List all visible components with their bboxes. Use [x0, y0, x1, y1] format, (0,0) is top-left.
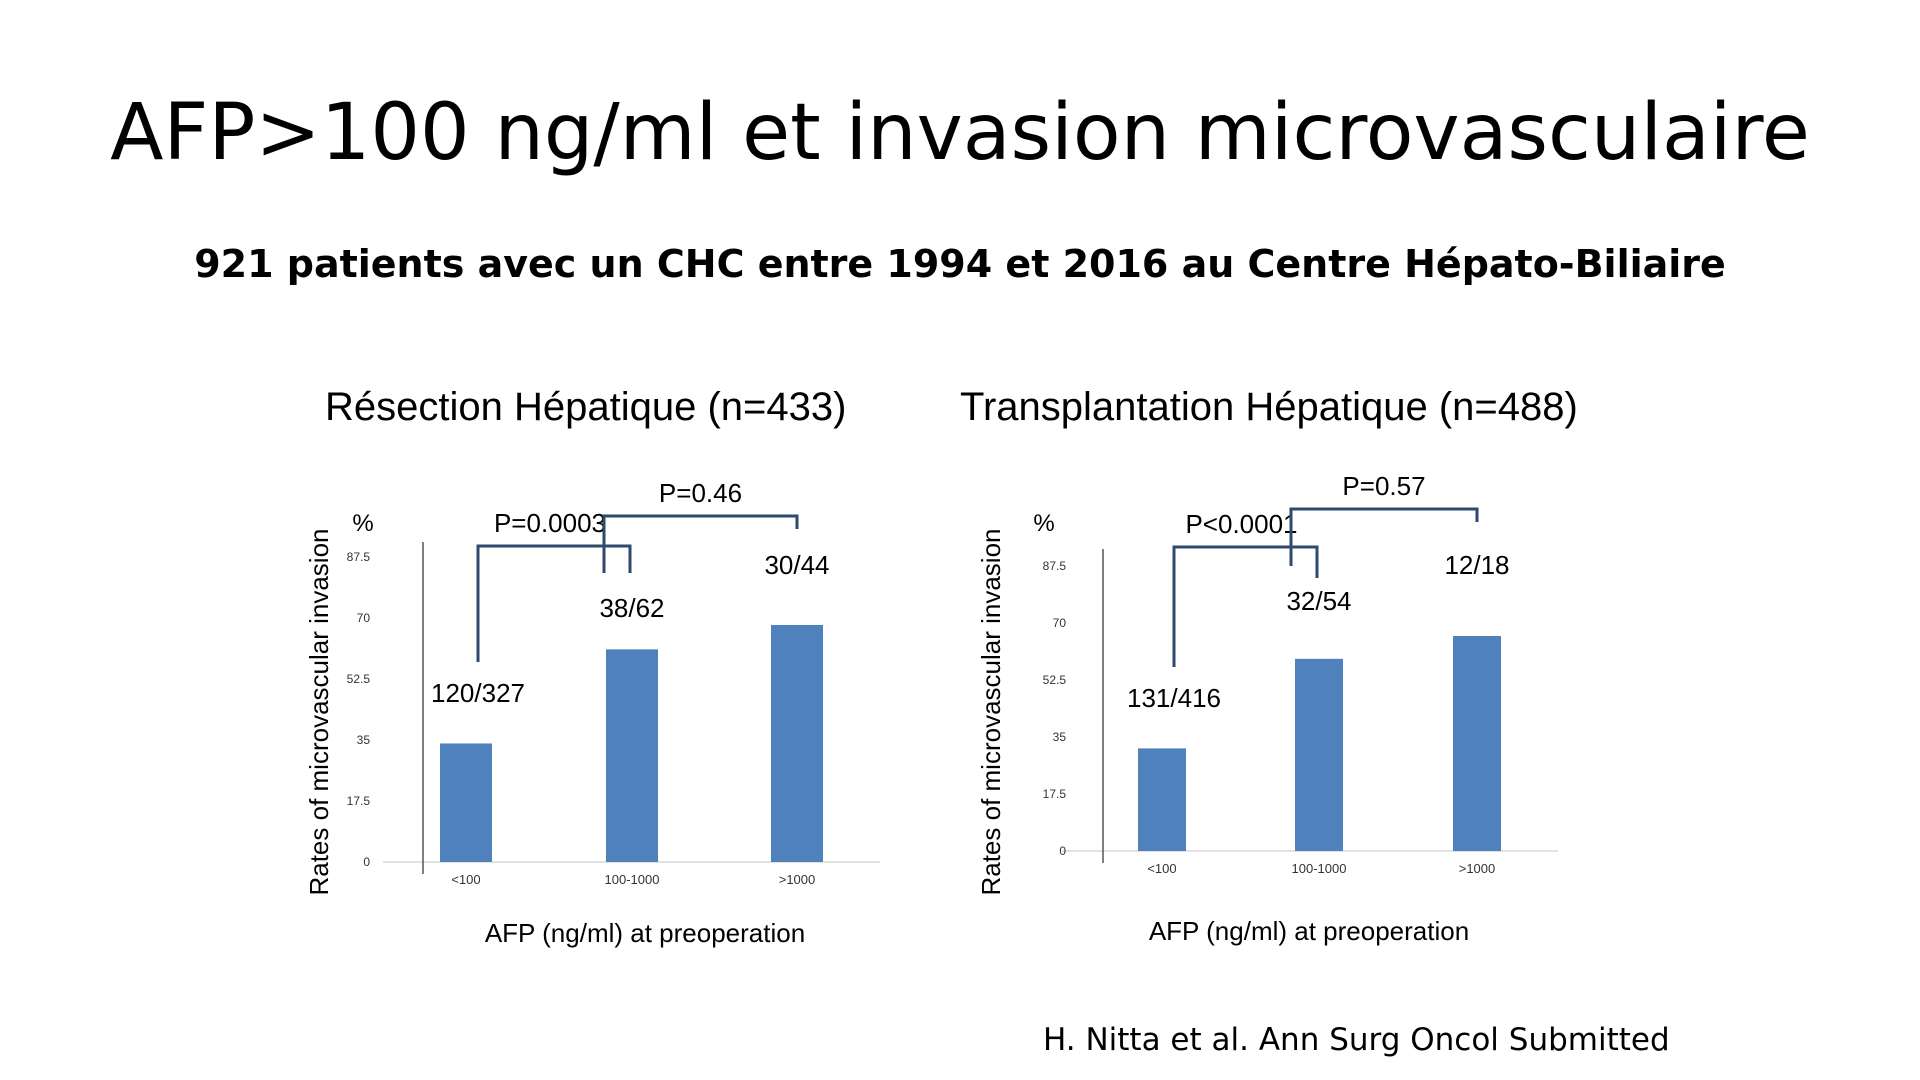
y-tick-label: 0	[1059, 844, 1066, 858]
p-value-label: P=0.46	[659, 478, 742, 508]
p-value-label: P=0.57	[1342, 471, 1425, 501]
data-label: 120/327	[431, 678, 525, 708]
y-tick-label: 52.5	[347, 672, 371, 686]
y-tick-label: 70	[1053, 616, 1067, 630]
y-axis-title: Rates of microvascular invasion	[304, 528, 334, 895]
slide-subtitle: 921 patients avec un CHC entre 1994 et 2…	[194, 242, 1726, 286]
data-label: 12/18	[1444, 550, 1509, 580]
y-unit-label: %	[352, 510, 373, 537]
bar	[1453, 636, 1501, 851]
y-tick-label: 17.5	[1043, 787, 1067, 801]
y-tick-label: 35	[1053, 730, 1067, 744]
significance-bracket	[1289, 507, 1479, 566]
x-tick-label: 100-1000	[1292, 861, 1347, 876]
bar	[1138, 748, 1186, 851]
x-axis-title: AFP (ng/ml) at preoperation	[1149, 916, 1469, 946]
y-tick-label: 35	[357, 733, 371, 747]
significance-bracket	[602, 514, 799, 573]
bar	[440, 743, 492, 862]
y-tick-label: 87.5	[1043, 559, 1067, 573]
data-label: 30/44	[764, 550, 829, 580]
significance-bracket	[1172, 545, 1319, 667]
y-tick-label: 70	[357, 611, 371, 625]
slide-title: AFP>100 ng/ml et invasion microvasculair…	[110, 88, 1810, 178]
p-value-label: P<0.0001	[1185, 509, 1297, 539]
y-tick-label: 0	[363, 855, 370, 869]
bar	[771, 624, 823, 862]
chart-title-transplantation: Transplantation Hépatique (n=488)	[960, 385, 1578, 429]
citation: H. Nitta et al. Ann Surg Oncol Submitted	[1043, 1022, 1670, 1058]
y-tick-label: 87.5	[347, 550, 371, 564]
x-tick-label: >1000	[779, 872, 816, 887]
data-label: 131/416	[1127, 683, 1221, 713]
y-tick-label: 52.5	[1043, 673, 1067, 687]
x-tick-label: <100	[1147, 861, 1176, 876]
y-tick-label: 17.5	[347, 794, 371, 808]
chart-title-resection: Résection Hépatique (n=433)	[325, 385, 847, 429]
significance-bracket	[476, 544, 632, 662]
x-tick-label: <100	[451, 872, 480, 887]
x-tick-label: 100-1000	[605, 872, 660, 887]
bar	[606, 649, 658, 862]
x-axis-title: AFP (ng/ml) at preoperation	[485, 918, 805, 948]
bar	[1295, 658, 1343, 851]
p-value-label: P=0.0003	[494, 508, 606, 538]
data-label: 38/62	[599, 593, 664, 623]
x-tick-label: >1000	[1459, 861, 1496, 876]
y-unit-label: %	[1033, 510, 1054, 537]
y-axis-title: Rates of microvascular invasion	[976, 528, 1006, 895]
data-label: 32/54	[1286, 586, 1351, 616]
